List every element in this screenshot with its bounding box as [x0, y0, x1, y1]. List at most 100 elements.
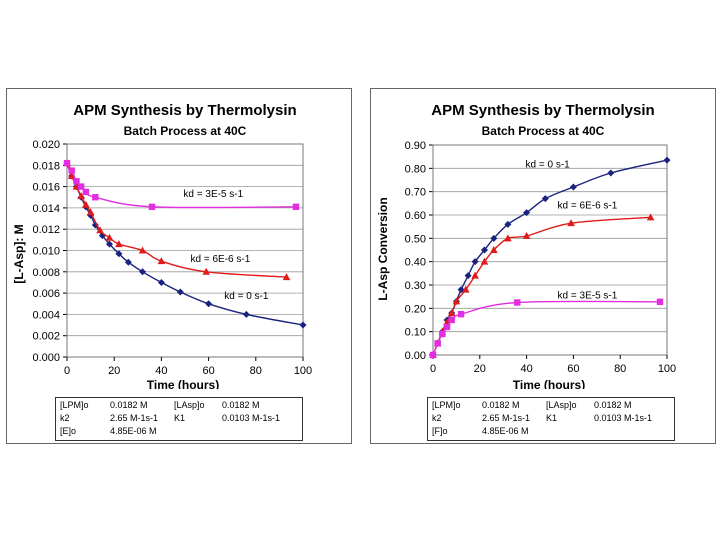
series-line-square: [432, 300, 661, 356]
y-tick-label: 0.00: [405, 350, 426, 362]
y-tick-label: 0.004: [32, 309, 60, 321]
data-point-diamond: [464, 272, 472, 280]
data-point-square: [448, 316, 455, 324]
param-lasp-value: 0.0182 M: [594, 400, 632, 410]
data-point-triangle: [105, 233, 114, 241]
y-tick-label: 0.008: [32, 267, 60, 279]
param-e-label: [E]o: [60, 426, 77, 436]
data-point-diamond: [504, 220, 512, 228]
chart-subtitle: Batch Process at 40C: [482, 124, 605, 138]
param-lpm-label: [LPM]o: [60, 400, 89, 410]
data-point-square: [292, 203, 300, 211]
chart-subtitle: Batch Process at 40C: [124, 124, 247, 138]
x-tick-label: 0: [64, 365, 70, 377]
x-axis-label: Time (hours): [147, 378, 219, 389]
param-k1-label: K1: [546, 413, 558, 423]
data-point-triangle: [522, 232, 531, 239]
data-point-triangle: [202, 267, 211, 275]
y-tick-label: 0.80: [405, 163, 426, 175]
y-tick-label: 0.40: [405, 257, 426, 269]
y-tick-label: 0.012: [32, 224, 60, 236]
data-point-triangle: [96, 226, 104, 234]
x-tick-label: 0: [430, 363, 436, 375]
x-tick-label: 40: [155, 365, 167, 377]
data-point-diamond: [523, 209, 531, 217]
data-point-square: [514, 299, 521, 306]
series-label: kd = 3E-5 s-1: [558, 290, 618, 301]
data-point-triangle: [504, 234, 512, 242]
y-tick-label: 0.60: [405, 210, 426, 222]
data-point-square: [77, 183, 85, 190]
data-point-diamond: [139, 268, 147, 276]
data-point-square: [68, 167, 75, 174]
data-point-diamond: [569, 183, 577, 191]
param-lpm-label: [LPM]o: [432, 400, 461, 410]
param-f-value: 4.85E-06 M: [482, 426, 529, 436]
data-point-diamond: [663, 156, 671, 164]
x-tick-label: 40: [520, 363, 532, 375]
param-k1-value: 0.0103 M-1s-1: [594, 413, 653, 423]
data-point-diamond: [115, 250, 123, 258]
y-tick-label: 0.006: [32, 288, 60, 300]
param-f-label: [F]o: [432, 426, 448, 436]
chart-asp-conversion: APM Synthesis by Thermolysin Batch Proce…: [376, 102, 676, 389]
data-point-triangle: [471, 271, 479, 279]
series-label: kd = 6E-6 s-1: [191, 254, 251, 265]
data-point-square: [434, 340, 441, 347]
y-tick-label: 0.20: [405, 303, 426, 315]
data-point-diamond: [176, 288, 184, 296]
series-line-triangle: [66, 162, 287, 278]
parameter-box: [LPM]o 0.0182 M [LAsp]o 0.0182 M k2 2.65…: [427, 397, 675, 441]
data-point-diamond: [541, 195, 549, 203]
data-point-triangle: [490, 246, 498, 253]
y-tick-label: 0.000: [32, 352, 60, 364]
param-lpm-value: 0.0182 M: [482, 400, 520, 410]
data-point-diamond: [124, 258, 132, 266]
y-tick-label: 0.020: [32, 139, 60, 151]
data-point-square: [92, 194, 99, 201]
data-point-triangle: [77, 192, 85, 200]
data-point-square: [443, 323, 451, 331]
data-point-diamond: [157, 278, 165, 286]
data-point-triangle: [138, 246, 147, 254]
data-point-diamond: [299, 321, 307, 329]
data-point-triangle: [646, 213, 655, 221]
chart-title: APM Synthesis by Thermolysin: [73, 102, 296, 119]
series-label: kd = 3E-5 s-1: [183, 189, 243, 200]
y-tick-label: 0.010: [32, 246, 60, 258]
data-point-diamond: [105, 240, 113, 248]
data-point-diamond: [490, 234, 498, 242]
plot-area-border: [432, 144, 668, 356]
y-tick-label: 0.014: [32, 203, 60, 215]
y-axis-label: [L-Asp]: M: [12, 224, 26, 283]
y-tick-label: 0.70: [405, 187, 426, 199]
param-k2-label: k2: [60, 413, 70, 423]
chart-title: APM Synthesis by Thermolysin: [431, 102, 654, 119]
chart-asp-concentration: APM Synthesis by Thermolysin Batch Proce…: [12, 102, 312, 389]
y-tick-label: 0.30: [405, 280, 426, 292]
param-k2-value: 2.65 M-1s-1: [110, 413, 159, 423]
data-point-square: [457, 310, 465, 318]
data-point-triangle: [567, 219, 575, 227]
x-tick-label: 80: [250, 365, 262, 377]
param-k2-value: 2.65 M-1s-1: [482, 413, 531, 423]
plot-area-border: [66, 143, 304, 358]
x-tick-label: 100: [658, 363, 676, 375]
data-point-triangle: [461, 285, 470, 293]
x-axis-label: Time (hours): [513, 378, 585, 389]
param-lasp-label: [LAsp]o: [174, 400, 205, 410]
data-point-square: [439, 330, 446, 338]
chart-panel-asp-concentration: APM Synthesis by Thermolysin Batch Proce…: [6, 88, 352, 444]
param-lasp-value: 0.0182 M: [222, 400, 260, 410]
data-point-square: [429, 351, 437, 359]
param-k1-label: K1: [174, 413, 186, 423]
x-tick-label: 100: [294, 365, 312, 377]
data-point-square: [82, 188, 90, 196]
series-label: kd = 0 s-1: [526, 160, 571, 171]
data-point-square: [148, 203, 156, 211]
data-point-diamond: [607, 169, 615, 177]
data-point-diamond: [480, 246, 488, 254]
series-label: kd = 6E-6 s-1: [558, 201, 618, 212]
data-point-diamond: [457, 286, 465, 294]
param-lasp-label: [LAsp]o: [546, 400, 577, 410]
